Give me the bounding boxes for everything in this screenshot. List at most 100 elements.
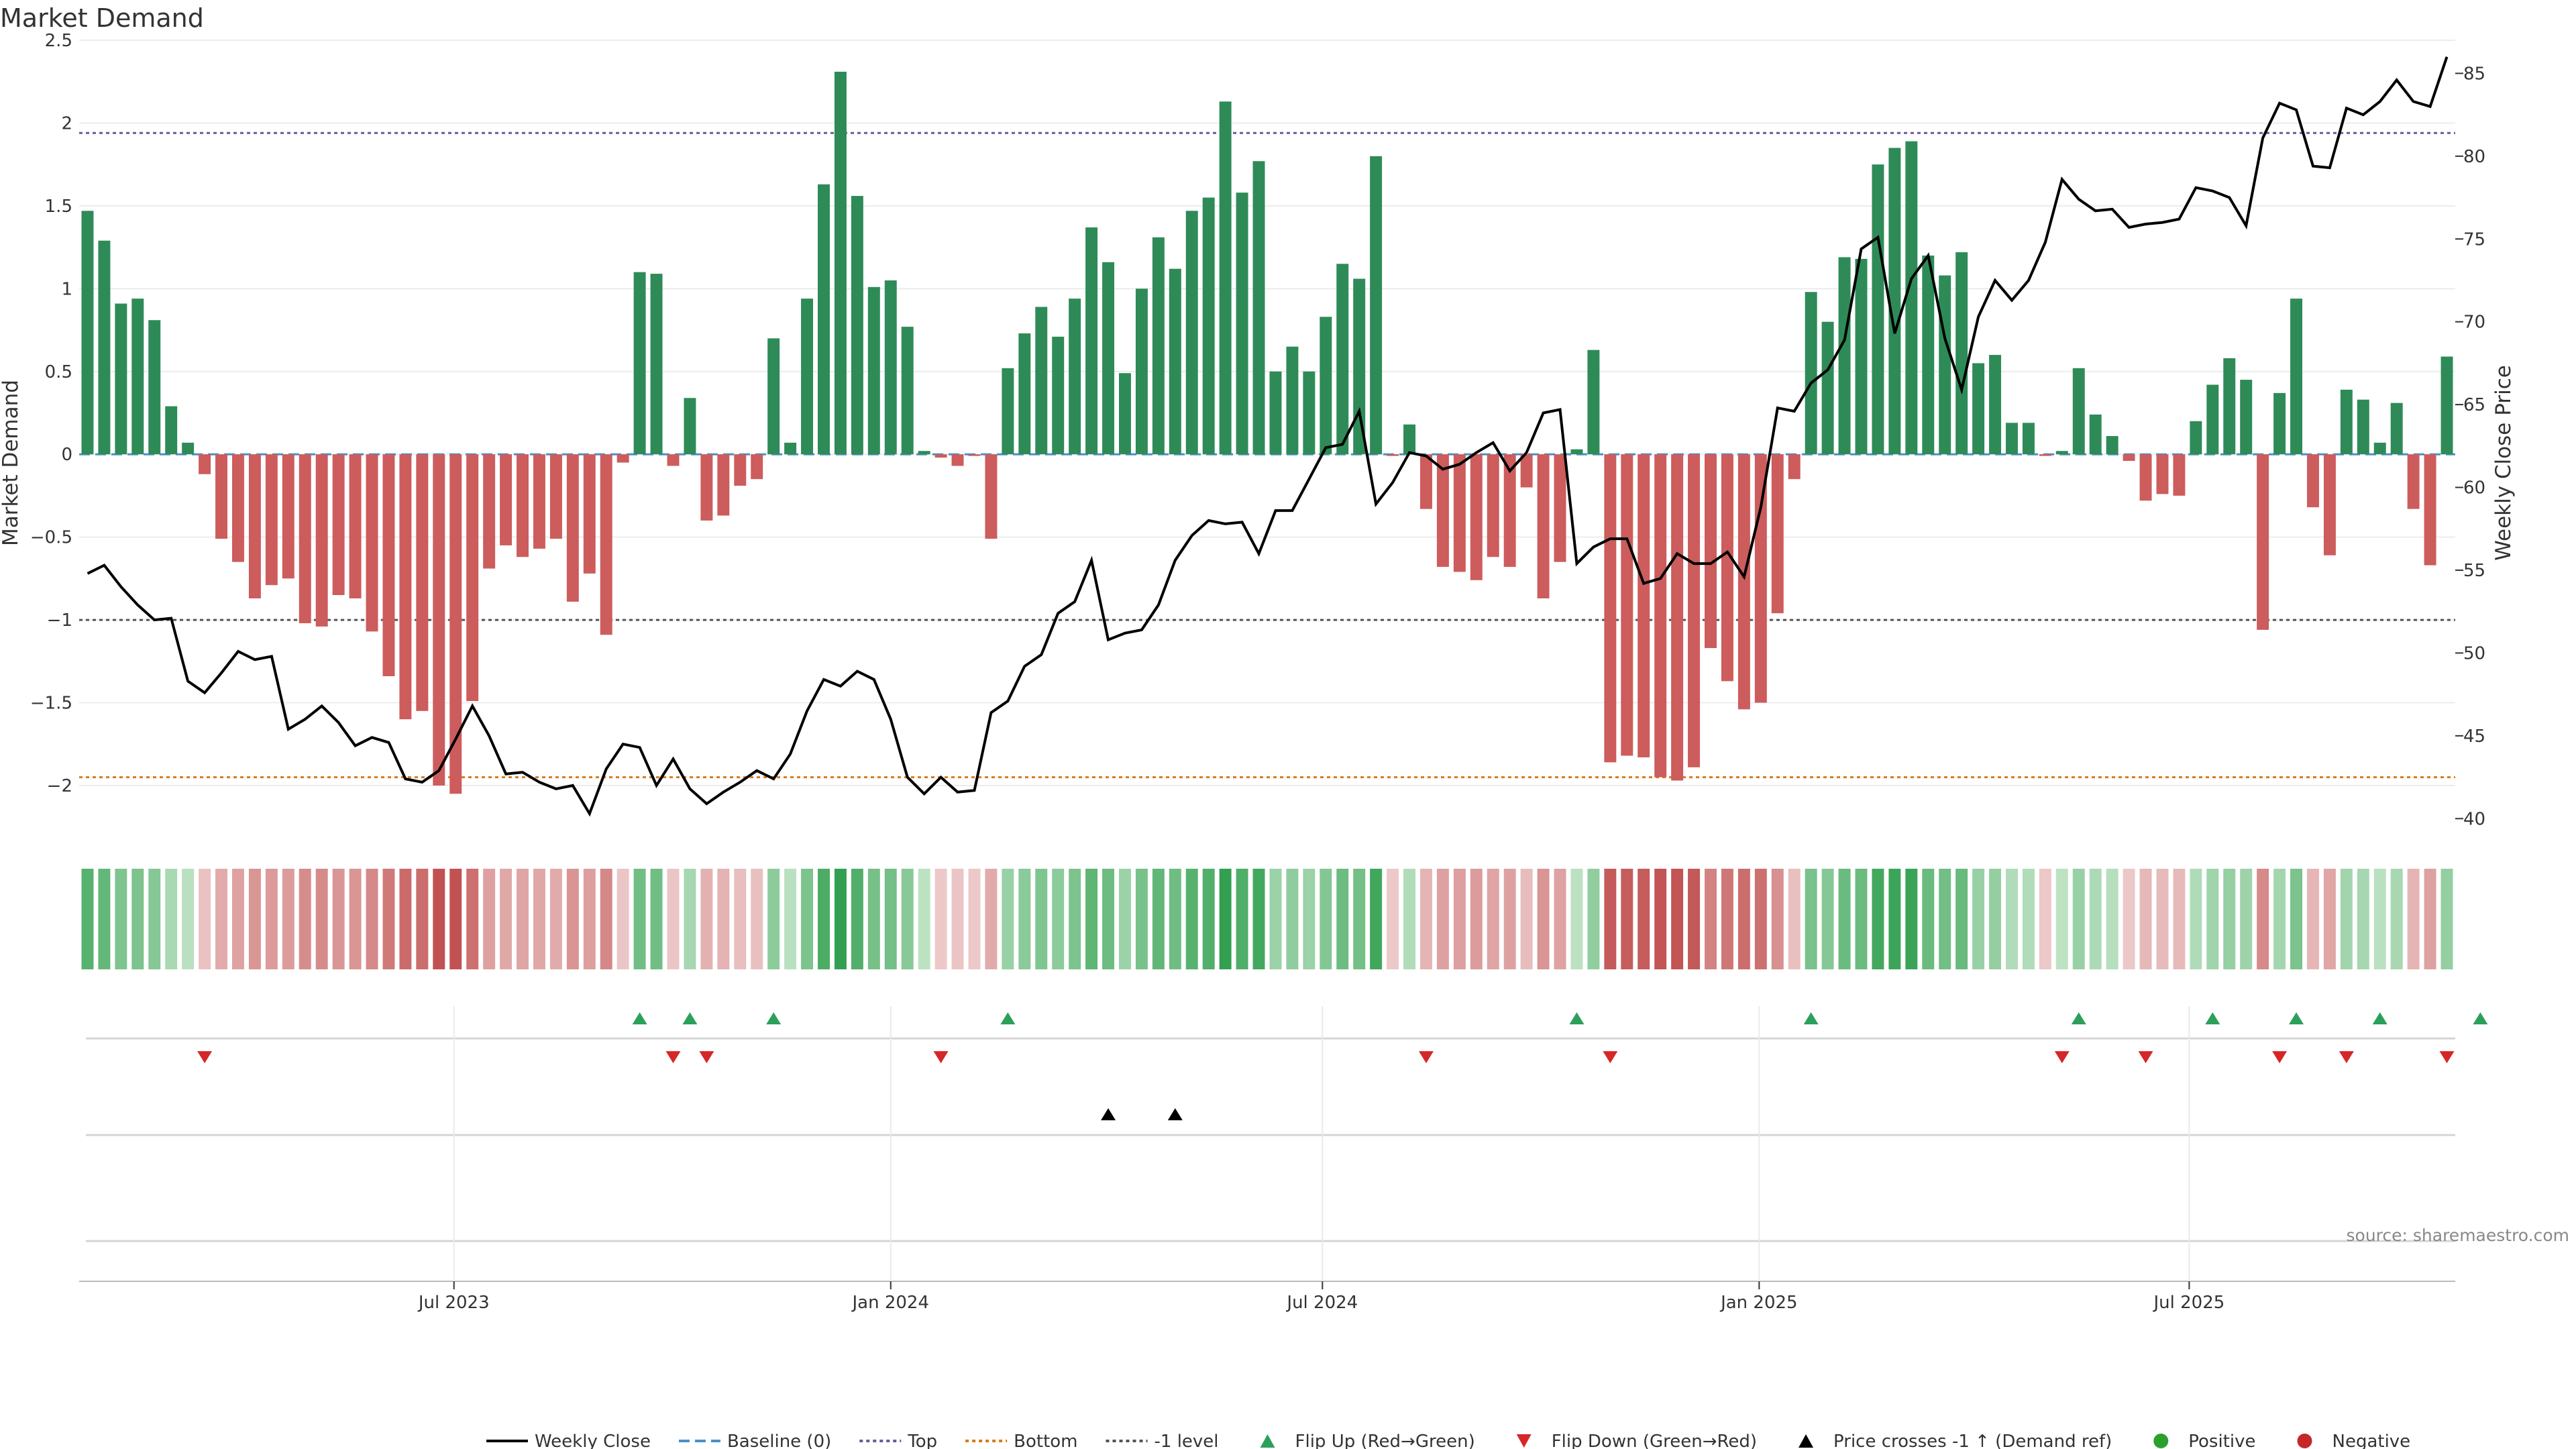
demand-bar — [1688, 454, 1701, 767]
demand-bar — [1972, 363, 1985, 455]
demand-bar — [199, 454, 211, 474]
demand-bar — [2190, 421, 2202, 455]
demand-bar — [1821, 321, 1834, 455]
heat-cell — [734, 869, 747, 969]
heat-cell — [650, 869, 663, 969]
heat-cell — [1353, 869, 1366, 969]
heat-cell — [500, 869, 513, 969]
heat-cell — [1185, 869, 1198, 969]
heat-cell — [1018, 869, 1031, 969]
flip-up-marker — [1569, 1012, 1585, 1024]
legend-item: -1 level — [1106, 1432, 1219, 1449]
heat-cell — [2039, 869, 2051, 969]
flip-down-marker — [2138, 1051, 2153, 1063]
flip-markers-panel — [86, 1012, 2488, 1063]
legend-label: -1 level — [1155, 1432, 1219, 1449]
heat-cell — [282, 869, 294, 969]
demand-bar — [517, 454, 529, 557]
heat-cell — [717, 869, 730, 969]
heat-cell — [299, 869, 311, 969]
demand-bar — [1202, 197, 1215, 455]
demand-bar — [801, 299, 814, 455]
heat-cell — [115, 869, 127, 969]
heat-cell — [951, 869, 964, 969]
flip-down-marker — [1603, 1051, 1618, 1063]
heat-cell — [1503, 869, 1516, 969]
demand-bar — [1185, 211, 1198, 455]
price-cross-marker — [1101, 1108, 1116, 1120]
heat-cell — [1654, 869, 1667, 969]
heat-cell — [566, 869, 579, 969]
heat-cell — [1135, 869, 1148, 969]
demand-bar — [115, 303, 127, 455]
demand-bar — [684, 398, 696, 455]
demand-bar — [1236, 193, 1248, 455]
demand-bar — [851, 196, 863, 455]
heat-cell — [1236, 869, 1248, 969]
y2-axis-label: Weekly Close Price — [2491, 365, 2516, 561]
heat-cell — [633, 869, 646, 969]
legend-item: Bottom — [965, 1432, 1078, 1449]
flip-down-marker — [2272, 1051, 2288, 1063]
demand-bars — [81, 71, 2453, 794]
heat-cell — [533, 869, 545, 969]
demand-bar — [1152, 237, 1165, 455]
heat-cell — [215, 869, 228, 969]
legend-label: Flip Down (Green→Red) — [1552, 1432, 1757, 1449]
heat-cell — [1621, 869, 1633, 969]
heat-cell — [934, 869, 947, 969]
y2-tick-label: 45 — [2463, 727, 2485, 747]
flip-up-marker — [2372, 1012, 2387, 1024]
heat-cell — [366, 869, 378, 969]
flip-up-marker — [2289, 1012, 2304, 1024]
demand-bar — [1353, 278, 1366, 455]
demand-bar — [667, 454, 680, 466]
weekly-close-line — [87, 56, 2449, 817]
legend: Weekly Close Baseline (0) Top Bottom -1 leve… — [486, 1432, 2410, 1449]
flip-down-marker — [699, 1051, 714, 1063]
demand-bar — [299, 454, 311, 623]
demand-bar — [1269, 371, 1282, 455]
heat-cell — [1286, 869, 1299, 969]
heat-cell — [433, 869, 445, 969]
heat-cell — [148, 869, 161, 969]
legend-label: Baseline (0) — [727, 1432, 831, 1449]
demand-bar — [1436, 454, 1449, 568]
demand-bar — [1905, 141, 1918, 455]
legend-swatch — [1260, 1434, 1275, 1448]
demand-bar — [1419, 454, 1432, 509]
heat-cell — [349, 869, 362, 969]
demand-bar — [700, 454, 713, 521]
heat-cell — [818, 869, 830, 969]
flip-up-marker — [1803, 1012, 1819, 1024]
heat-cell — [1453, 869, 1466, 969]
demand-bar — [2006, 423, 2018, 455]
price-cross-panel — [86, 1108, 2455, 1242]
heat-cell — [483, 869, 496, 969]
y2-tick-label: 55 — [2463, 561, 2485, 581]
demand-bar — [1838, 257, 1851, 455]
heat-cell — [182, 869, 195, 969]
heat-cell — [2206, 869, 2219, 969]
demand-bar — [366, 454, 378, 632]
heat-cell — [1737, 869, 1750, 969]
heat-cell — [2156, 869, 2169, 969]
demand-bar — [867, 286, 880, 455]
heat-cell — [2407, 869, 2420, 969]
heat-cell — [2424, 869, 2436, 969]
demand-bar — [1052, 336, 1065, 455]
heat-cell — [1303, 869, 1316, 969]
heat-cell — [1671, 869, 1684, 969]
heat-cell — [801, 869, 814, 969]
heat-cell — [1788, 869, 1801, 969]
heat-cell — [1805, 869, 1817, 969]
legend-label: Weekly Close — [535, 1432, 651, 1449]
demand-bar — [717, 454, 730, 516]
demand-bar — [784, 442, 797, 455]
heat-cell — [1403, 869, 1416, 969]
demand-bar — [1939, 275, 1951, 455]
heat-cell — [1052, 869, 1065, 969]
demand-bar — [2273, 392, 2286, 455]
demand-bar — [2257, 454, 2269, 630]
flip-up-marker — [766, 1012, 782, 1024]
